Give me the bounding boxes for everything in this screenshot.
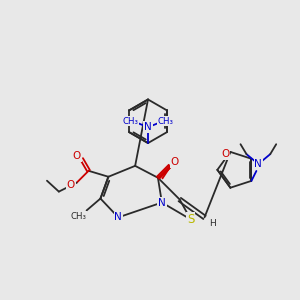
Text: CH₃: CH₃ <box>122 117 138 126</box>
Text: CH₃: CH₃ <box>71 212 87 221</box>
Text: N: N <box>158 197 166 208</box>
Text: S: S <box>187 213 194 226</box>
Text: O: O <box>221 149 230 159</box>
Text: N: N <box>114 212 122 222</box>
Text: O: O <box>171 157 179 167</box>
Text: N: N <box>254 159 262 169</box>
Text: H: H <box>209 219 216 228</box>
Text: CH₃: CH₃ <box>158 117 174 126</box>
Text: O: O <box>73 151 81 161</box>
Text: O: O <box>67 180 75 190</box>
Text: N: N <box>144 122 152 132</box>
